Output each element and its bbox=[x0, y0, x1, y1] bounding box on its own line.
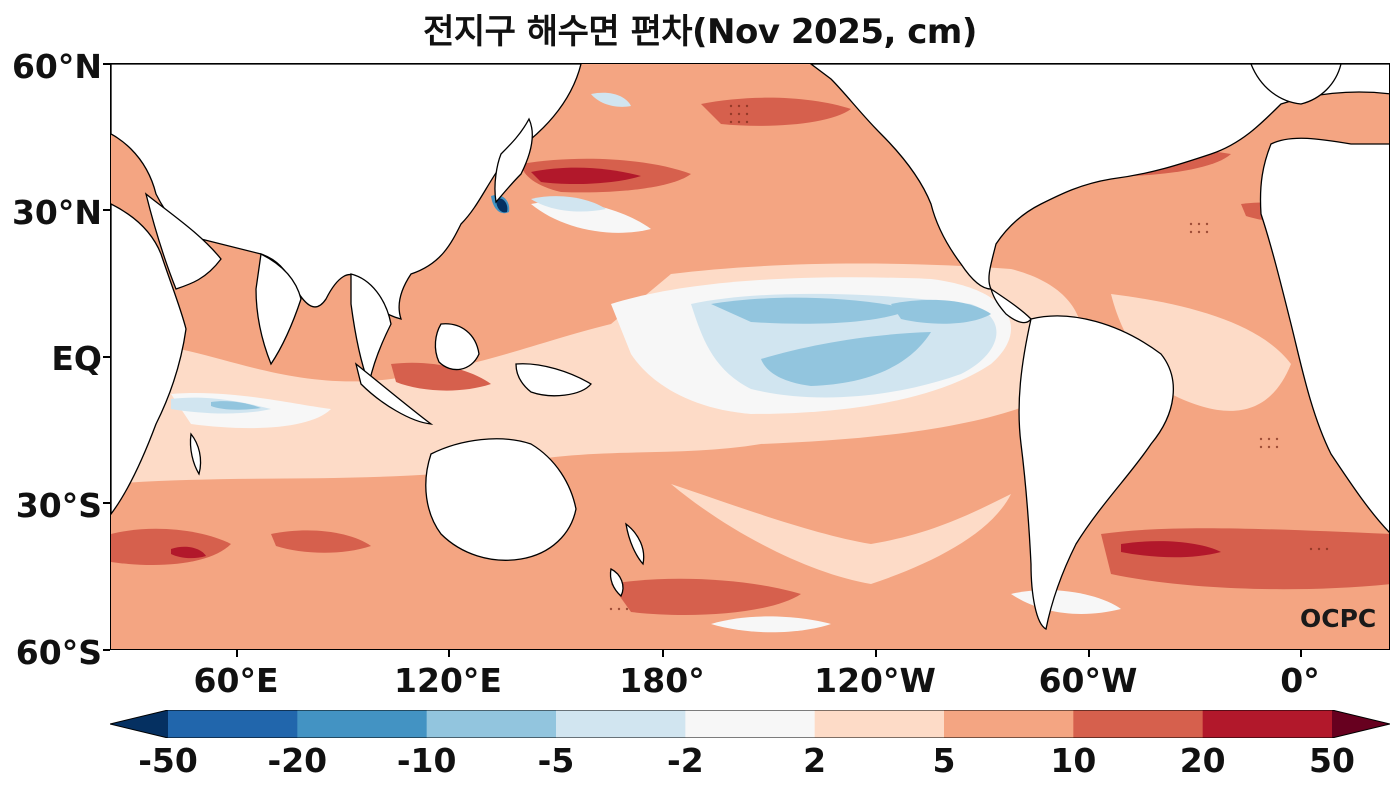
colorbar-tick-label: -10 bbox=[396, 741, 457, 780]
ytick-mark bbox=[103, 356, 110, 358]
colorbar-tick-label: 20 bbox=[1179, 741, 1226, 780]
xtick-mark bbox=[448, 650, 450, 657]
colorbar-extend-max bbox=[1332, 710, 1390, 738]
ytick-label: EQ bbox=[51, 339, 102, 378]
ytick-label: 60°S bbox=[15, 633, 102, 672]
landmass-new-zealand bbox=[625, 522, 645, 566]
colorbar-tick-label: 2 bbox=[803, 741, 827, 780]
xtick-mark bbox=[662, 650, 664, 657]
colorbar-tick-label: 10 bbox=[1050, 741, 1097, 780]
landmass-central-america bbox=[989, 287, 1032, 324]
xtick-mark bbox=[236, 650, 238, 657]
landmass-madagascar bbox=[189, 432, 202, 476]
colorbar-tick-label: -2 bbox=[666, 741, 704, 780]
colorbar-segment bbox=[426, 710, 557, 738]
colorbar bbox=[110, 710, 1390, 738]
xtick-label: 120°E bbox=[394, 661, 502, 700]
landmass-borneo bbox=[434, 323, 480, 371]
colorbar-segment bbox=[1073, 710, 1204, 738]
sea-level-anomaly-map[interactable] bbox=[110, 63, 1390, 650]
landmass-india bbox=[255, 253, 302, 366]
colorbar-segment bbox=[168, 710, 298, 738]
landmass-sumatra bbox=[354, 362, 434, 425]
landmass-new-guinea bbox=[515, 363, 592, 397]
colorbar-tick-label: -20 bbox=[267, 741, 328, 780]
xtick-mark bbox=[875, 650, 877, 657]
ytick-mark bbox=[103, 209, 110, 211]
significance-stipple bbox=[609, 104, 1329, 611]
colorbar-segment bbox=[297, 710, 428, 738]
ytick-mark bbox=[103, 63, 110, 65]
map-canvas bbox=[111, 64, 1389, 649]
xtick-mark bbox=[1300, 650, 1302, 657]
colorbar-segment bbox=[556, 710, 686, 738]
xtick-label: 120°W bbox=[814, 661, 936, 700]
colorbar-extend-min bbox=[110, 710, 168, 738]
ytick-label: 30°N bbox=[11, 193, 102, 232]
colorbar-segment bbox=[944, 710, 1074, 738]
landmass-north-america bbox=[809, 64, 1389, 290]
colorbar-segment bbox=[685, 710, 816, 738]
xtick-mark bbox=[1088, 650, 1090, 657]
landmass-africa bbox=[111, 203, 187, 516]
ytick-label: 60°N bbox=[11, 47, 102, 86]
landmass-south-america bbox=[1018, 315, 1174, 630]
xtick-label: 60°W bbox=[1038, 661, 1138, 700]
anomaly-strong-positive bbox=[111, 97, 1389, 615]
colorbar-tick-label: -50 bbox=[138, 741, 198, 780]
xtick-label: 60°E bbox=[193, 661, 279, 700]
landmass-eurasia bbox=[111, 64, 582, 320]
colorbar-segments bbox=[168, 710, 1333, 738]
ytick-mark bbox=[103, 649, 110, 651]
colorbar-segment bbox=[1202, 710, 1333, 738]
landmass-indochina bbox=[350, 273, 392, 387]
colorbar-tick-label: 5 bbox=[932, 741, 956, 780]
landmass-new-zealand-south bbox=[609, 568, 624, 598]
ytick-label: 30°S bbox=[15, 486, 102, 525]
landmass-japan bbox=[494, 117, 533, 204]
colorbar-segment bbox=[814, 710, 945, 738]
landmass-greenland bbox=[1250, 64, 1342, 105]
colorbar-tick-label: -5 bbox=[537, 741, 575, 780]
map-title: 전지구 해수면 편차(Nov 2025, cm) bbox=[423, 12, 977, 52]
landmass-arabia bbox=[144, 192, 222, 290]
credit-label: OCPC bbox=[1300, 604, 1377, 633]
land-masses bbox=[111, 64, 1389, 630]
landmass-australia bbox=[425, 438, 577, 561]
ytick-mark bbox=[103, 502, 110, 504]
xtick-label: 180° bbox=[619, 661, 705, 700]
xtick-label: 0° bbox=[1280, 661, 1320, 700]
colorbar-tick-label: 50 bbox=[1309, 741, 1355, 780]
landmass-europe-africa-east bbox=[1259, 137, 1389, 533]
